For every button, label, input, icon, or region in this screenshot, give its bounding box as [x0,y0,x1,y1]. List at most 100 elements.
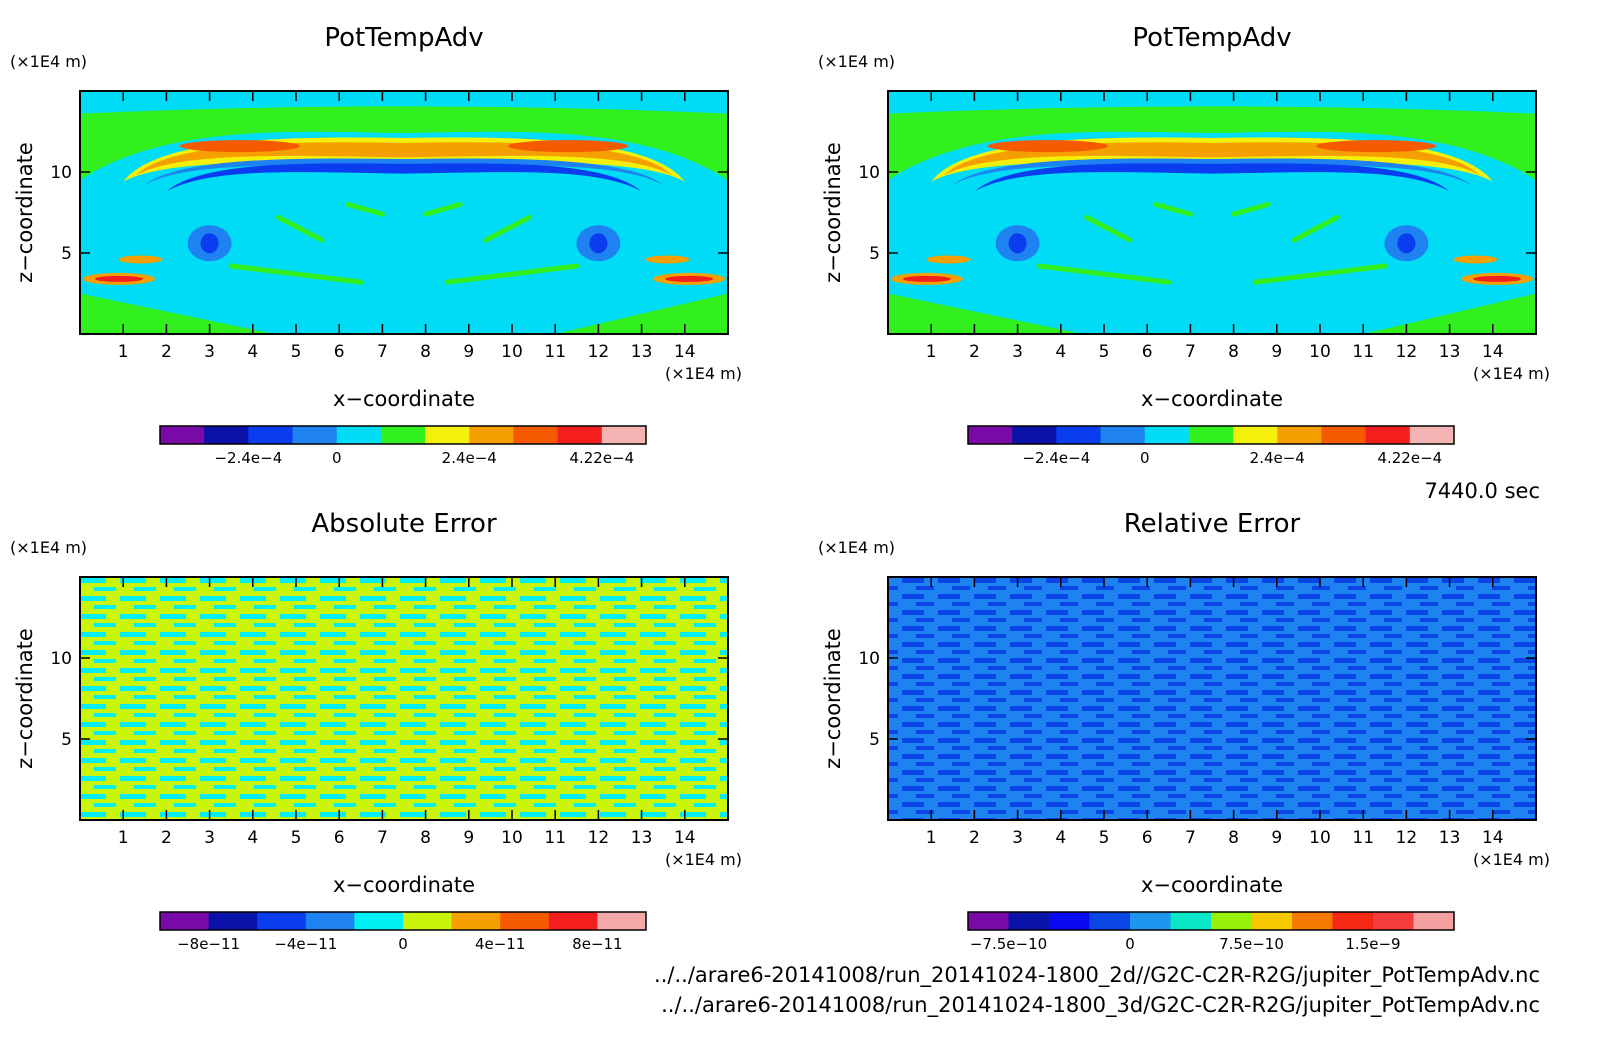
green-streak [228,263,364,285]
x-tick-label: 1 [118,828,129,848]
colorbar-swatch [160,912,210,930]
colorbar-swatch [597,912,647,930]
x-unit-label: (×1E4 m) [1473,850,1550,869]
x-axis-label: x−coordinate [333,387,475,411]
x-tick-label: 6 [1142,342,1153,362]
x-tick-label: 3 [1012,828,1023,848]
arc-hotspot [179,140,300,153]
x-tick-label: 7 [1185,342,1196,362]
x-tick-label: 10 [1309,828,1331,848]
y-tick-label: 10 [858,649,880,669]
colorbar-tick-label: 1.5e−9 [1345,935,1400,953]
x-unit-label: (×1E4 m) [665,364,742,383]
colorbar-swatch [1130,912,1171,930]
green-streak [345,201,385,217]
colorbar-swatch [1144,426,1190,444]
panel-title: PotTempAdv [324,23,483,53]
colorbar-swatch [1332,912,1374,930]
green-streak [1252,263,1388,285]
colorbar-swatch [292,426,338,444]
x-tick-label: 13 [631,828,653,848]
file-path-2: ../../arare6-20141008/run_20141024-1800_… [661,993,1540,1018]
cyan-dome-region [888,131,1536,334]
green-streak [1084,214,1133,243]
y-tick-label: 5 [61,244,72,264]
colorbar-swatch [1188,426,1234,444]
colorbar-swatch [204,426,249,444]
x-axis-label: x−coordinate [333,873,475,897]
colorbar-swatch [208,912,258,930]
colorbar-swatch [1008,912,1050,930]
x-tick-label: 8 [1228,828,1239,848]
top-cyan-band [80,91,728,114]
colorbar-swatch [336,426,382,444]
x-tick-label: 13 [1439,342,1461,362]
plot-frame [79,90,729,335]
plot-frame [887,90,1537,335]
y-axis-label: z−coordinate [821,142,845,283]
colorbar-swatch [968,912,1009,930]
plot-frame [79,576,729,821]
x-tick-label: 11 [1352,342,1374,362]
x-axis-label: x−coordinate [1141,387,1283,411]
colorbar-swatch [403,912,453,930]
colorbar-swatch [1056,426,1102,444]
colorbar-swatch [1409,426,1455,444]
colorbar-swatch [1365,426,1411,444]
x-tick-label: 10 [501,828,523,848]
y-axis-label: z−coordinate [13,142,37,283]
x-tick-label: 11 [544,342,566,362]
colorbar-swatch [601,426,647,444]
colorbar-tick-label: −8e−11 [177,935,240,953]
colorbar-tick-label: 4.22e−4 [1377,449,1442,467]
y-tick-label: 5 [869,244,880,264]
x-tick-label: 10 [501,342,523,362]
colorbar-swatch [1251,912,1293,930]
x-tick-label: 9 [1271,342,1282,362]
colorbar-swatch [1170,912,1212,930]
y-unit-label: (×1E4 m) [10,52,87,71]
x-tick-label: 9 [463,342,474,362]
colorbar-tick-label: 0 [1140,449,1150,467]
relative-error-field [888,577,1536,820]
green-streak [1231,201,1271,217]
x-tick-label: 14 [674,342,696,362]
colorbar-swatch [557,426,603,444]
file-path-1: ../../arare6-20141008/run_20141024-1800_… [654,963,1540,988]
y-tick-label: 10 [858,163,880,183]
green-streak [483,214,532,243]
colorbar-tick-label: 4.22e−4 [569,449,634,467]
y-unit-label: (×1E4 m) [10,538,87,557]
x-tick-label: 2 [161,828,172,848]
colorbar-swatch [1049,912,1090,930]
vortex-inner [589,233,608,254]
green-streak [444,263,580,285]
colorbar-tick-label: 0 [398,935,408,953]
x-tick-label: 4 [1055,342,1066,362]
colorbar-tick-label: 0 [1125,935,1135,953]
contour-field [80,91,728,334]
x-tick-label: 7 [377,828,388,848]
x-tick-label: 12 [1396,342,1418,362]
arc-hotspot [508,140,629,153]
colorbar-swatch [1277,426,1322,444]
x-tick-label: 5 [1099,828,1110,848]
y-tick-label: 5 [61,730,72,750]
colorbar-swatch [1100,426,1146,444]
dark-blue-arc-band [974,163,1450,192]
panel-2: PotTempAdv(×1E4 m)1 2 3 4 5 6 7 8 9 10 11 12 13 14510… [818,23,1550,467]
arc-hotspot [1316,140,1437,153]
x-tick-label: 14 [674,828,696,848]
colorbar-swatch [160,426,205,444]
x-tick-label: 6 [334,828,345,848]
colorbar-swatch [548,912,598,930]
absolute-error-field [80,577,728,820]
y-tick-label: 10 [50,649,72,669]
x-tick-label: 5 [291,342,302,362]
colorbar-swatch [1211,912,1252,930]
colorbar-swatch [1089,912,1131,930]
colorbar-tick-label: 4e−11 [475,935,525,953]
x-tick-label: 3 [204,342,215,362]
x-tick-label: 5 [291,828,302,848]
